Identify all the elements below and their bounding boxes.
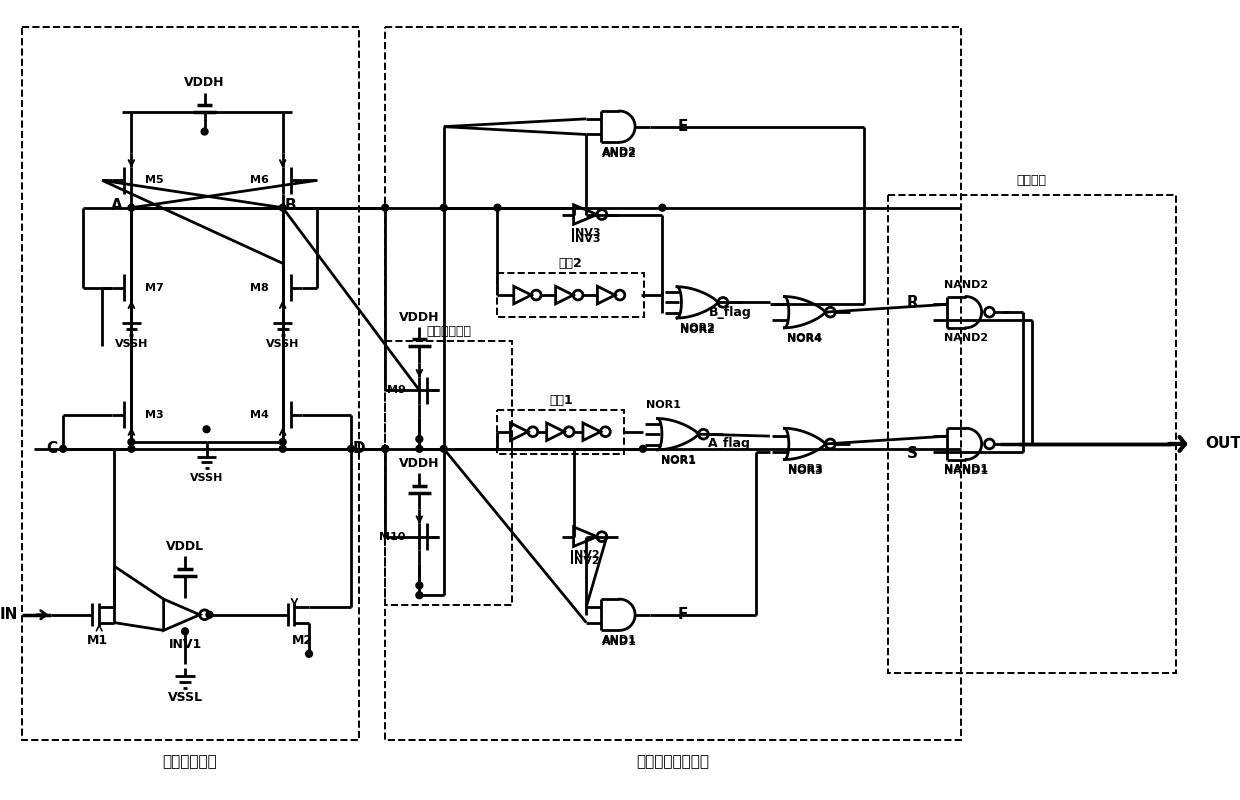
Circle shape (182, 628, 188, 634)
Text: 辅助上拉模块: 辅助上拉模块 (427, 325, 471, 338)
Bar (22, 27, 358, 740)
Text: OUT: OUT (1205, 437, 1240, 451)
Circle shape (415, 436, 423, 442)
Text: VSSH: VSSH (115, 339, 148, 350)
Circle shape (279, 438, 286, 446)
Text: INV3: INV3 (570, 234, 600, 244)
Circle shape (128, 446, 135, 452)
Text: A: A (110, 198, 123, 214)
Circle shape (382, 204, 388, 211)
Bar (386, 27, 961, 740)
Text: M7: M7 (145, 282, 164, 293)
Text: VSSH: VSSH (190, 473, 223, 483)
Text: VDDH: VDDH (185, 76, 224, 90)
Text: B_flag: B_flag (708, 306, 751, 318)
Text: M9: M9 (387, 386, 405, 395)
Text: R: R (906, 295, 918, 310)
Text: AND2: AND2 (603, 147, 637, 157)
Text: NOR1: NOR1 (661, 454, 696, 465)
Circle shape (440, 204, 448, 211)
Text: NAND2: NAND2 (944, 333, 988, 342)
Circle shape (201, 128, 208, 135)
Bar (497, 410, 625, 454)
Circle shape (305, 650, 312, 658)
Text: E: E (678, 119, 688, 134)
Circle shape (415, 582, 423, 589)
Text: NOR3: NOR3 (787, 464, 822, 474)
Text: NOR4: NOR4 (787, 334, 822, 345)
Text: A_flag: A_flag (708, 438, 751, 450)
Text: NAND1: NAND1 (944, 466, 988, 476)
Bar (888, 195, 1176, 674)
Text: M1: M1 (87, 634, 108, 646)
Text: NOR2: NOR2 (680, 325, 715, 334)
Text: M2: M2 (291, 634, 312, 646)
Text: M10: M10 (379, 532, 405, 542)
Text: INV2: INV2 (570, 550, 600, 560)
Text: F: F (678, 607, 688, 622)
Text: C: C (46, 442, 57, 456)
Circle shape (640, 446, 646, 452)
Text: VDDH: VDDH (399, 310, 440, 323)
Text: NOR1: NOR1 (646, 400, 681, 410)
Text: AND1: AND1 (603, 637, 637, 647)
Circle shape (382, 446, 388, 452)
Text: M4: M4 (250, 410, 269, 420)
Circle shape (415, 592, 423, 598)
Circle shape (279, 446, 286, 452)
Text: NAND2: NAND2 (944, 280, 988, 290)
Bar (386, 342, 512, 605)
Circle shape (494, 204, 501, 211)
Text: 延时1: 延时1 (549, 394, 573, 406)
Text: AND1: AND1 (603, 635, 637, 645)
Text: S: S (906, 446, 918, 461)
Text: D: D (352, 442, 365, 456)
Text: 延时2: 延时2 (559, 257, 583, 270)
Text: VSSL: VSSL (167, 691, 202, 704)
Text: NAND1: NAND1 (944, 464, 988, 474)
Text: VDDL: VDDL (166, 540, 205, 553)
Circle shape (206, 611, 213, 618)
Text: 锁存模块: 锁存模块 (1017, 174, 1047, 187)
Circle shape (415, 446, 423, 452)
Text: INV1: INV1 (169, 638, 202, 650)
Text: NOR1: NOR1 (661, 457, 696, 466)
Text: 数字逻辑处理模块: 数字逻辑处理模块 (636, 754, 709, 769)
Circle shape (128, 438, 135, 446)
Circle shape (279, 204, 286, 211)
Text: NOR2: NOR2 (680, 322, 715, 333)
Bar (497, 273, 644, 317)
Text: AND2: AND2 (603, 149, 637, 159)
Text: M3: M3 (145, 410, 164, 420)
Circle shape (203, 426, 210, 433)
Text: M5: M5 (145, 175, 164, 186)
Circle shape (128, 204, 135, 211)
Circle shape (440, 446, 448, 452)
Text: INV2: INV2 (570, 556, 600, 566)
Text: INV3: INV3 (570, 228, 600, 238)
Text: NOR3: NOR3 (787, 466, 822, 476)
Text: IN: IN (0, 607, 19, 622)
Text: M8: M8 (250, 282, 269, 293)
Circle shape (60, 446, 67, 452)
Text: NOR4: NOR4 (787, 333, 822, 342)
Circle shape (658, 204, 666, 211)
Text: VSSH: VSSH (267, 339, 299, 350)
Text: VDDH: VDDH (399, 457, 440, 470)
Circle shape (382, 446, 388, 452)
Text: M6: M6 (250, 175, 269, 186)
Circle shape (347, 446, 355, 452)
Text: 电平转换模块: 电平转换模块 (162, 754, 217, 769)
Text: B: B (285, 198, 296, 214)
